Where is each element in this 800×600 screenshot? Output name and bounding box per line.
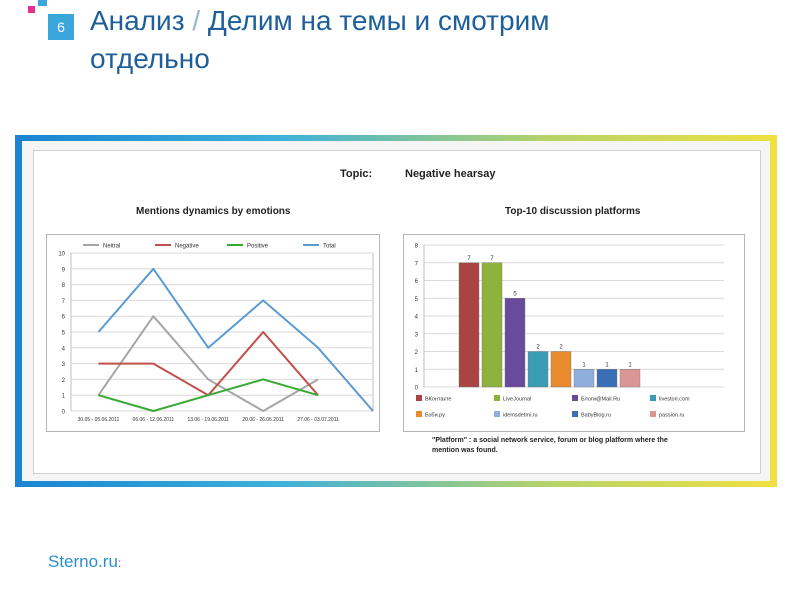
sterno-logo[interactable]: Sterno.ru: xyxy=(48,552,121,572)
bar-chart-svg: 0 1 2 3 4 5 6 7 8 7 7 5 2 2 1 1 1 ВКонтакте LiveJournal Бло… xyxy=(415,244,724,419)
bar-legend-swatch xyxy=(572,395,578,401)
line-y-tick-label: 0 xyxy=(62,410,66,416)
slide-title: Анализ / Делим на темы и смотрим отдельн… xyxy=(90,2,790,78)
bar-8 xyxy=(619,369,641,388)
line-x-tick-label: 13.06 - 19.06.2011 xyxy=(187,417,229,423)
logo-text: Sterno.ru xyxy=(48,552,118,571)
bar-legend-label: LiveJournal xyxy=(503,397,531,403)
bar-5 xyxy=(550,351,572,388)
bar-data-label: 7 xyxy=(467,256,471,262)
line-y-tick-label: 6 xyxy=(62,315,66,321)
bar-2 xyxy=(481,262,503,388)
series-line-positive xyxy=(98,378,319,412)
bar-legend-label: BabyBlog.ru xyxy=(581,413,611,419)
series-line-neitral xyxy=(97,315,319,412)
bar-legend-swatch xyxy=(650,411,656,417)
title-separator: / xyxy=(192,5,201,36)
bar-6 xyxy=(573,369,595,388)
legend-label-total: Total xyxy=(323,244,336,250)
decor-square-pink xyxy=(28,6,35,13)
bar-data-label: 2 xyxy=(559,345,563,351)
decor-square-blue xyxy=(38,0,47,6)
title-main: Анализ xyxy=(90,5,185,36)
topic-value: Negative hearsay xyxy=(405,168,496,180)
line-x-tick-label: 20.06 - 26.06.2011 xyxy=(242,417,284,423)
bar-1 xyxy=(458,262,480,388)
line-y-tick-label: 1 xyxy=(62,394,66,400)
bar-legend-label: passion.ru xyxy=(659,413,684,419)
bar-y-tick-label: 1 xyxy=(415,368,419,374)
bar-y-tick-label: 0 xyxy=(415,386,419,392)
bar-4 xyxy=(527,351,549,388)
title-rest-line1: Делим на темы и смотрим xyxy=(207,5,550,36)
line-chart-title: Mentions dynamics by emotions xyxy=(136,206,291,217)
line-y-tick-label: 10 xyxy=(58,252,65,258)
line-y-tick-label: 9 xyxy=(62,267,66,273)
bar-legend-swatch xyxy=(494,395,500,401)
bar-chart-title: Top-10 discussion platforms xyxy=(505,206,641,217)
line-y-tick-label: 3 xyxy=(62,362,66,368)
legend-label-positive: Positive xyxy=(247,244,269,250)
bar-data-label: 1 xyxy=(605,362,609,368)
bar-3 xyxy=(504,298,526,388)
bar-data-label: 1 xyxy=(628,362,632,368)
bar-legend-swatch xyxy=(416,411,422,417)
topic-label: Topic: xyxy=(340,168,373,180)
bar-legend-label: Бэби.ру xyxy=(425,413,445,419)
bar-y-tick-label: 3 xyxy=(415,332,419,338)
bar-y-tick-label: 7 xyxy=(415,261,419,267)
bar-data-label: 5 xyxy=(513,291,517,297)
bar-data-label: 2 xyxy=(536,345,540,351)
bar-legend-label: livestori.com xyxy=(659,397,690,403)
line-x-tick-label: 06.06 - 12.06.2011 xyxy=(133,417,175,423)
bar-legend-swatch xyxy=(572,411,578,417)
bar-legend-swatch xyxy=(494,411,500,417)
bar-legend-label: ВКонтакте xyxy=(425,397,451,403)
line-y-tick-label: 5 xyxy=(62,331,66,337)
platform-note: "Platform" : a social network service, f… xyxy=(432,437,668,454)
bar-y-tick-label: 2 xyxy=(415,350,419,356)
bar-legend-swatch xyxy=(650,395,656,401)
bar-data-label: 7 xyxy=(490,256,494,262)
legend-label-neitral: Neitral xyxy=(103,244,120,250)
line-chart-svg: 0 1 2 3 4 5 6 7 8 9 10 30.05 - 05.06.2011 06.06 - 12… xyxy=(58,244,374,423)
line-x-tick-label: 27.06 - 03.07.2011 xyxy=(297,417,339,423)
bar-legend-label: idemsdetmi.ru xyxy=(503,413,538,419)
bar-y-tick-label: 5 xyxy=(415,297,419,303)
slide-number: 6 xyxy=(48,14,74,40)
title-rest-line2: отдельно xyxy=(90,43,210,74)
bar-data-label: 1 xyxy=(582,362,586,368)
line-y-tick-label: 8 xyxy=(62,283,66,289)
bar-y-tick-label: 8 xyxy=(415,244,419,250)
line-y-tick-label: 2 xyxy=(62,378,66,384)
bar-y-tick-label: 4 xyxy=(415,315,419,321)
bar-y-tick-label: 6 xyxy=(415,279,419,285)
line-chart: 0 1 2 3 4 5 6 7 8 9 10 30.05 - 05.06.2011 06.06 - 12… xyxy=(46,234,380,432)
legend-label-negative: Negative xyxy=(175,244,199,250)
bar-legend-swatch xyxy=(416,395,422,401)
bar-7 xyxy=(596,369,618,388)
line-x-tick-label: 30.05 - 05.06.2011 xyxy=(78,417,120,423)
series-line-total xyxy=(97,267,374,412)
line-y-tick-label: 7 xyxy=(62,299,66,305)
bar-chart: 0 1 2 3 4 5 6 7 8 7 7 5 2 2 1 1 1 ВКонтакте LiveJournal Бло… xyxy=(403,234,745,432)
logo-dot: : xyxy=(117,556,122,570)
line-y-tick-label: 4 xyxy=(62,346,66,352)
bar-legend-label: Блоги@Mail.Ru xyxy=(581,397,620,403)
